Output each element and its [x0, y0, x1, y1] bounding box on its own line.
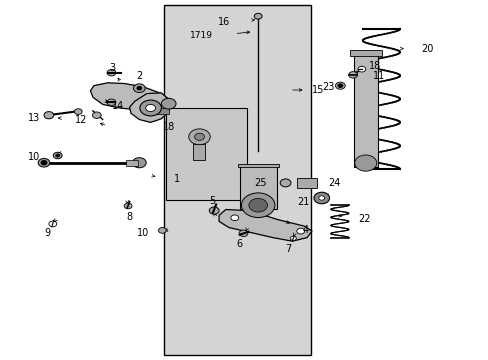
Bar: [126, 160, 138, 166]
Bar: [166, 108, 246, 200]
Circle shape: [230, 215, 238, 221]
Bar: [353, 52, 377, 167]
Text: 15: 15: [311, 85, 324, 95]
Circle shape: [188, 129, 210, 145]
Bar: [237, 164, 278, 167]
Circle shape: [132, 158, 146, 168]
Text: 22: 22: [357, 214, 370, 224]
Circle shape: [296, 228, 304, 234]
Circle shape: [335, 82, 345, 89]
Text: 4: 4: [302, 225, 308, 235]
Text: 20: 20: [421, 44, 433, 54]
Circle shape: [92, 112, 101, 118]
Text: 25: 25: [254, 178, 266, 188]
Circle shape: [280, 179, 290, 187]
Text: 21: 21: [297, 197, 309, 207]
Circle shape: [137, 86, 142, 90]
Circle shape: [133, 84, 145, 93]
Text: 8: 8: [126, 212, 132, 222]
Circle shape: [140, 100, 161, 116]
Polygon shape: [90, 83, 171, 112]
Text: 24: 24: [328, 178, 340, 188]
Text: 9: 9: [45, 228, 51, 238]
Text: 10: 10: [137, 228, 149, 238]
Text: 14: 14: [111, 101, 123, 111]
Circle shape: [194, 133, 204, 140]
Circle shape: [318, 196, 324, 200]
Bar: [239, 166, 276, 209]
Circle shape: [337, 84, 342, 87]
Bar: [297, 178, 316, 188]
Polygon shape: [219, 210, 311, 241]
Polygon shape: [129, 93, 170, 122]
Text: 12: 12: [75, 114, 87, 125]
Bar: [151, 108, 168, 114]
Circle shape: [161, 98, 176, 109]
Circle shape: [357, 66, 365, 72]
Circle shape: [248, 198, 267, 212]
Circle shape: [145, 104, 155, 112]
Circle shape: [74, 109, 82, 114]
Text: 18: 18: [163, 122, 175, 132]
Circle shape: [158, 228, 166, 233]
Text: 1: 1: [173, 174, 180, 184]
Text: 5: 5: [209, 196, 215, 206]
Text: 6: 6: [236, 239, 242, 249]
Circle shape: [107, 69, 116, 76]
Circle shape: [209, 207, 219, 214]
Circle shape: [313, 192, 329, 204]
Circle shape: [241, 193, 274, 217]
Text: 3: 3: [109, 63, 115, 73]
Text: 10: 10: [28, 152, 40, 162]
Circle shape: [124, 203, 132, 209]
Circle shape: [354, 155, 376, 171]
Text: 1719: 1719: [189, 31, 212, 40]
Circle shape: [41, 161, 47, 165]
Circle shape: [290, 236, 296, 240]
Text: 2: 2: [136, 71, 142, 81]
Circle shape: [53, 152, 62, 159]
Text: 13: 13: [28, 113, 40, 123]
Circle shape: [107, 99, 116, 105]
Text: 23: 23: [322, 82, 334, 92]
Text: 16: 16: [217, 17, 229, 27]
Text: 7: 7: [285, 244, 291, 254]
Bar: [163, 5, 310, 355]
Text: 18: 18: [368, 60, 381, 71]
Circle shape: [56, 154, 60, 157]
Circle shape: [38, 158, 50, 167]
Circle shape: [44, 112, 54, 119]
Bar: [349, 50, 381, 56]
Text: 11: 11: [372, 71, 384, 81]
Circle shape: [254, 13, 262, 19]
Circle shape: [348, 72, 357, 78]
Circle shape: [49, 221, 57, 227]
Circle shape: [239, 230, 247, 237]
Bar: [193, 144, 205, 160]
